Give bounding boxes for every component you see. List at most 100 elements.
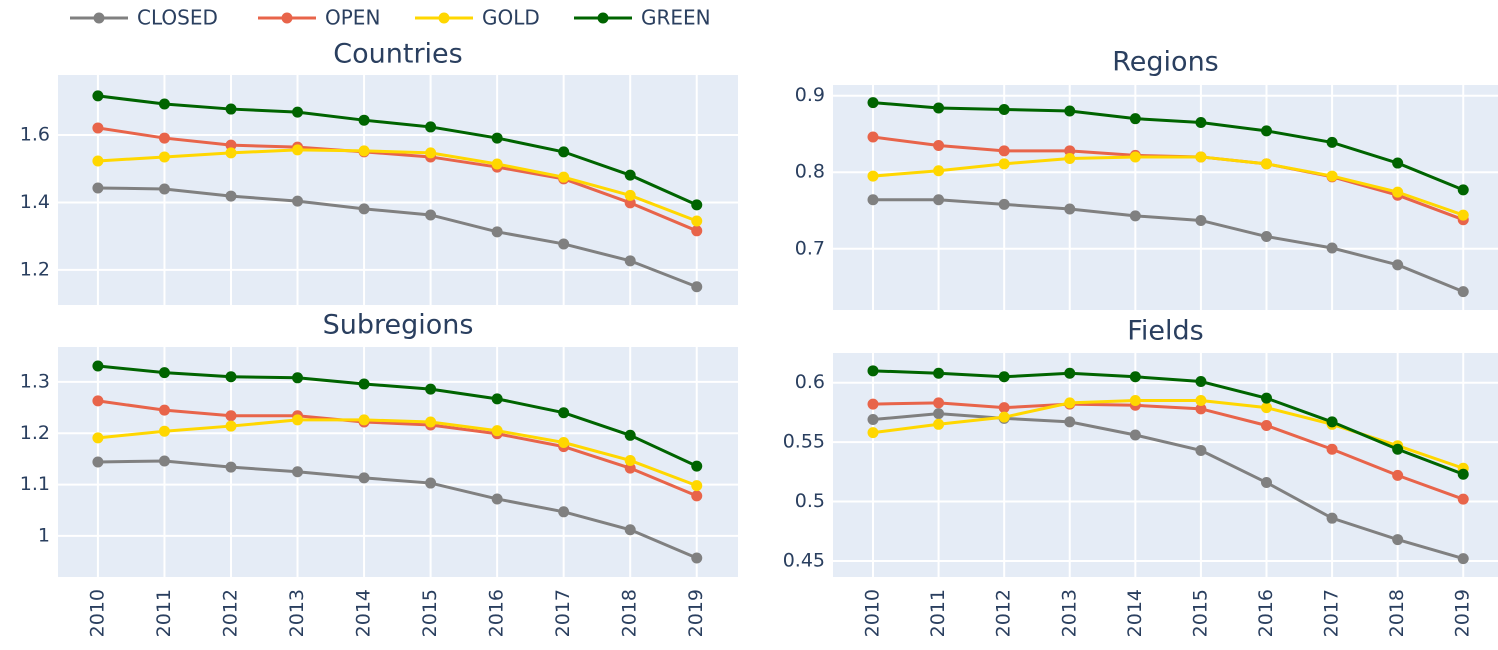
data-point [358, 378, 370, 390]
data-point [292, 144, 304, 156]
data-point [92, 155, 104, 167]
data-point [491, 493, 503, 505]
data-point [691, 199, 703, 211]
data-point [624, 429, 636, 441]
series-line [97, 148, 698, 223]
data-point [425, 209, 437, 221]
data-point [1457, 286, 1469, 298]
data-point [158, 183, 170, 195]
subplot-title: Fields [1127, 316, 1203, 347]
data-point [933, 194, 945, 206]
data-point [867, 131, 879, 143]
y-tick-label: 1.2 [20, 422, 50, 444]
x-tick-label: 2014 [1124, 589, 1146, 637]
series-line [97, 364, 698, 468]
data-point [691, 460, 703, 472]
data-point [292, 106, 304, 118]
data-point [1260, 402, 1272, 414]
x-tick-label: 2010 [86, 589, 108, 637]
data-point [1392, 469, 1404, 481]
data-point [1326, 512, 1338, 524]
legend-marker [93, 12, 105, 24]
y-tick-label: 1.6 [20, 124, 50, 146]
data-point [358, 414, 370, 426]
data-point [1129, 151, 1141, 163]
data-point [491, 132, 503, 144]
data-point [998, 371, 1010, 383]
series-line [872, 369, 1464, 476]
data-point [358, 114, 370, 126]
data-point [158, 98, 170, 110]
y-tick-label: 0.5 [795, 490, 825, 512]
data-point [624, 255, 636, 267]
data-point [292, 195, 304, 207]
data-point [1457, 209, 1469, 221]
data-point [624, 462, 636, 474]
x-tick-label: 2012 [219, 589, 241, 637]
data-point [1064, 152, 1076, 164]
data-point [933, 139, 945, 151]
data-point [867, 414, 879, 426]
y-tick-label: 0.9 [795, 84, 825, 106]
series-line [872, 401, 1464, 501]
data-point [1195, 376, 1207, 388]
data-point [92, 122, 104, 134]
data-point [358, 203, 370, 215]
data-point [558, 506, 570, 518]
data-point [1260, 231, 1272, 243]
data-point [225, 371, 237, 383]
data-point [624, 169, 636, 181]
subplot-title: Countries [333, 39, 462, 70]
data-point [933, 102, 945, 114]
x-tick-label: 2015 [419, 589, 441, 637]
data-point [867, 170, 879, 182]
y-tick-label: 1.2 [20, 258, 50, 280]
data-point [691, 225, 703, 237]
data-point [558, 171, 570, 183]
series-line [97, 418, 698, 488]
data-point [1064, 397, 1076, 409]
y-tick-label: 0.8 [795, 161, 825, 183]
data-point [292, 466, 304, 478]
data-point [1392, 443, 1404, 455]
y-tick-label: 1.1 [20, 473, 50, 495]
data-point [691, 281, 703, 293]
data-point [425, 147, 437, 159]
x-tick-label: 2015 [1189, 589, 1211, 637]
y-tick-label: 0.6 [795, 371, 825, 393]
series-line [97, 126, 698, 233]
data-point [1326, 170, 1338, 182]
data-point [624, 454, 636, 466]
x-tick-label: 2010 [862, 589, 884, 637]
data-point [933, 367, 945, 379]
data-point [1260, 125, 1272, 137]
data-point [998, 402, 1010, 414]
data-point [691, 215, 703, 227]
x-tick-label: 2017 [1321, 589, 1343, 637]
legend-marker [597, 12, 609, 24]
data-point [558, 146, 570, 158]
data-point [1064, 416, 1076, 428]
data-point [158, 151, 170, 163]
data-point [1260, 158, 1272, 170]
data-point [867, 427, 879, 439]
data-point [158, 404, 170, 416]
data-point [292, 414, 304, 426]
data-point [425, 477, 437, 489]
series-line [97, 94, 698, 207]
data-point [158, 367, 170, 379]
data-point [158, 132, 170, 144]
data-point [933, 165, 945, 177]
data-point [998, 103, 1010, 115]
data-point [1326, 242, 1338, 254]
data-point [998, 145, 1010, 157]
data-point [158, 455, 170, 467]
data-point [1392, 534, 1404, 546]
x-tick-label: 2013 [286, 589, 308, 637]
y-tick-label: 0.55 [783, 431, 825, 453]
data-point [1064, 203, 1076, 215]
data-point [867, 398, 879, 410]
legend-label: OPEN [325, 6, 380, 30]
data-point [998, 198, 1010, 210]
